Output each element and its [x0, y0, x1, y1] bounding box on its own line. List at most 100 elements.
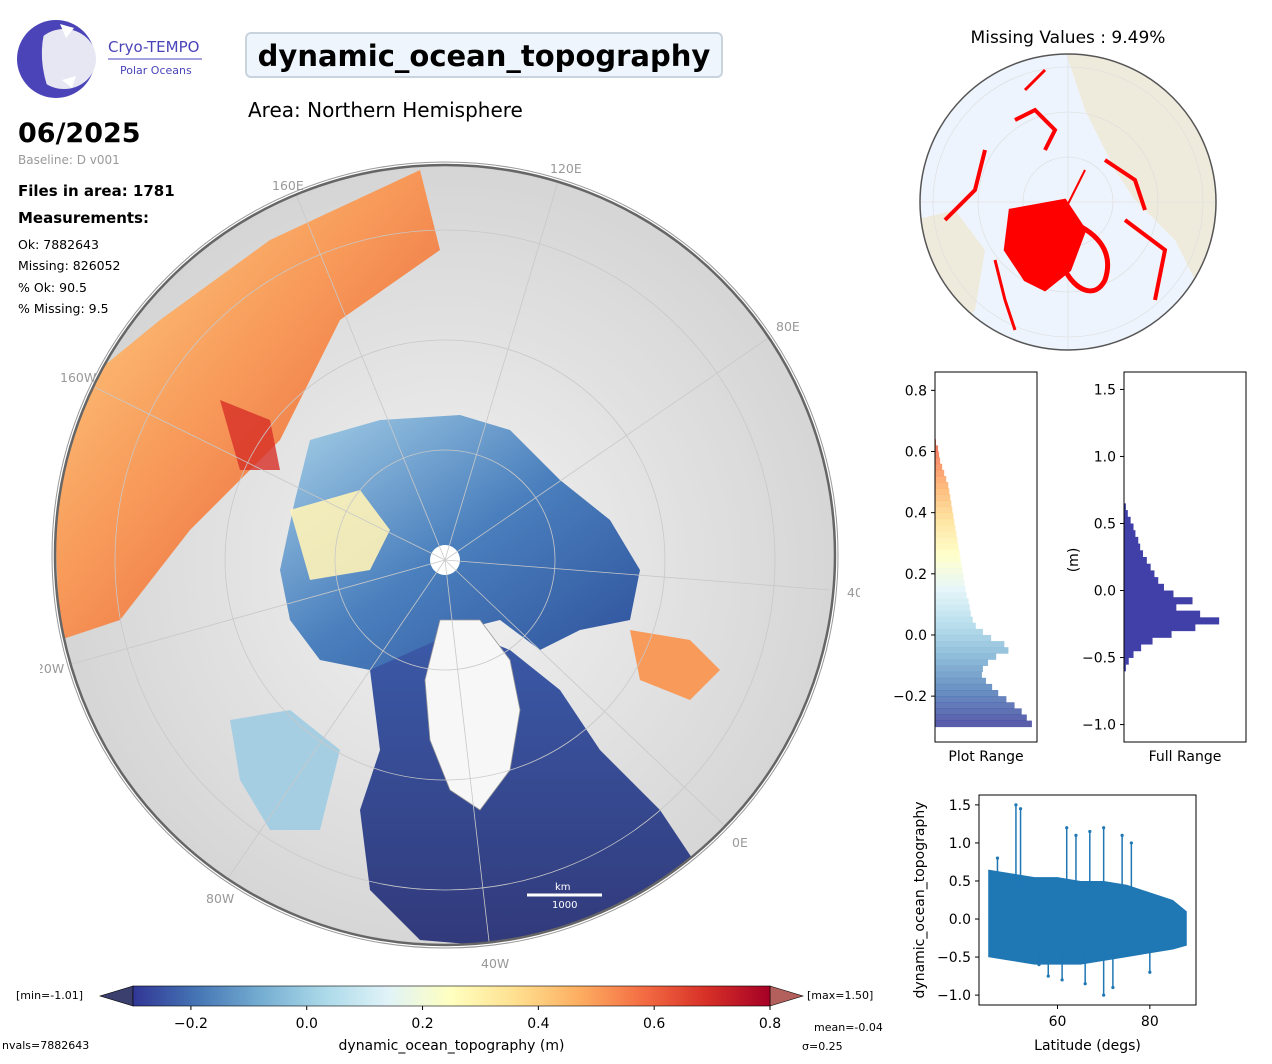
hist-bar	[1124, 644, 1142, 652]
scatter-point	[1046, 974, 1050, 978]
stat-missing: Missing: 826052	[18, 258, 121, 273]
colorbar-tick-label: −0.2	[174, 1016, 208, 1032]
date-label: 06/2025	[18, 118, 141, 149]
x-axis-label: Plot Range	[948, 749, 1023, 765]
scatter-density-band	[988, 869, 1187, 965]
hist-bar	[1124, 570, 1155, 578]
lon-label-0e: 0E	[732, 835, 748, 850]
hist-bar	[935, 573, 964, 581]
measurements-heading: Measurements:	[18, 209, 149, 227]
hist-bar	[1124, 510, 1128, 518]
y-tick-label: 1.0	[1094, 449, 1116, 465]
hist-bar	[1124, 530, 1136, 538]
plot-range-histogram: −0.2 0.0 0.2 0.4 0.6 0.8 Plot Range	[880, 360, 1060, 770]
hist-bar	[935, 683, 993, 691]
lon-label-40w: 40W	[481, 956, 509, 971]
scatter-point	[1148, 970, 1152, 974]
hist-bar	[935, 463, 943, 471]
plot-frame	[978, 794, 1197, 1006]
latitude-scatter-plot: −1.0 −0.5 0.0 0.5 1.0 1.5 60 80 dynamic_ocean_to…	[905, 785, 1215, 1060]
stat-pct-missing: % Missing: 9.5	[18, 301, 109, 316]
hist-bar	[935, 531, 957, 538]
hist-bar	[935, 714, 1027, 721]
scatter-point	[1111, 985, 1115, 990]
hist-bar	[1124, 617, 1220, 625]
colorbar-tick-label: 0.8	[759, 1016, 781, 1032]
hist-bar	[935, 451, 940, 459]
hist-bar	[935, 494, 951, 501]
y-axis-label: (m)	[1066, 548, 1082, 573]
hist-bar	[935, 653, 997, 660]
hist-bar	[935, 622, 976, 630]
hist-bar	[935, 592, 967, 599]
scatter-point	[1060, 978, 1064, 982]
plot-frame	[934, 371, 1038, 743]
x-tick-label: 60	[1049, 1014, 1067, 1030]
area-label: Area: Northern Hemisphere	[248, 98, 523, 122]
hist-bar	[935, 488, 950, 495]
colorbar-ramp	[132, 985, 771, 1007]
scatter-point	[1102, 826, 1106, 830]
y-tick-label: 0.2	[905, 567, 927, 583]
y-axis-label: dynamic_ocean_topography	[912, 802, 928, 999]
hist-bar	[1124, 603, 1177, 612]
hist-bar	[935, 555, 961, 562]
colorbar-tick-label: 0.6	[643, 1016, 665, 1032]
hist-bar	[935, 518, 955, 526]
hist-bar	[935, 586, 966, 593]
hist-bar	[935, 671, 982, 679]
hist-bar	[935, 500, 952, 507]
stat-ok: Ok: 7882643	[18, 237, 99, 252]
y-tick-label: 1.0	[949, 836, 971, 852]
hist-bar	[1124, 624, 1196, 632]
hist-bar	[935, 665, 983, 673]
hist-bar	[1124, 543, 1141, 551]
page-title: dynamic_ocean_topography	[245, 32, 723, 78]
lon-label-40e: 40E	[847, 585, 860, 600]
colorbar-label: dynamic_ocean_topography (m)	[339, 1038, 565, 1054]
scale-unit: km	[555, 882, 571, 893]
hist-bar	[935, 537, 958, 544]
y-tick-label: 1.5	[949, 798, 971, 814]
y-tick-label: 1.5	[1094, 382, 1116, 398]
sigma-label: σ=0.25	[802, 1040, 843, 1053]
hist-bar	[1124, 550, 1144, 558]
y-tick-label: 0.5	[1094, 516, 1116, 532]
x-tick-label: 80	[1141, 1014, 1159, 1030]
hist-bar	[1124, 610, 1201, 618]
y-tick-label: 0.4	[905, 506, 927, 522]
hist-bar	[935, 457, 941, 465]
main-polar-map: 120E 160E 80E 160W 40E 120W 0E 80W 40W k…	[28, 150, 871, 980]
y-tick-label: 0.6	[905, 445, 927, 461]
hist-bar	[935, 598, 969, 605]
files-in-area: Files in area: 1781	[18, 182, 175, 200]
hist-bar	[935, 610, 971, 618]
y-tick-label: 0.0	[1094, 584, 1116, 600]
hist-bar	[935, 561, 962, 569]
scatter-point	[1014, 803, 1018, 807]
scatter-point	[1074, 833, 1078, 837]
hist-bar	[935, 634, 992, 642]
hist-bar	[935, 616, 973, 624]
hist-bar	[1124, 536, 1139, 544]
hist-bar	[935, 567, 963, 575]
hist-bar	[935, 543, 959, 550]
x-axis-label: Latitude (degs)	[1034, 1038, 1141, 1054]
hist-bar	[1124, 557, 1147, 565]
hist-bar	[935, 524, 956, 532]
hist-bar	[935, 475, 947, 483]
hist-bar	[1124, 503, 1126, 511]
hist-bar	[935, 659, 989, 666]
scatter-point	[1088, 829, 1092, 834]
colorbar-tick-label: 0.0	[296, 1016, 318, 1032]
plot-frame	[1123, 371, 1247, 743]
full-range-histogram: −1.0 −0.5 0.0 0.5 1.0 1.5 (m) Full Range	[1060, 360, 1270, 770]
hist-bar	[1124, 590, 1174, 598]
hist-bar	[935, 708, 1022, 715]
scale-value: 1000	[552, 900, 577, 911]
y-tick-label: −0.5	[937, 950, 971, 966]
lon-label-80e: 80E	[776, 319, 800, 334]
lon-label-120w: 120W	[40, 661, 64, 676]
hist-bar	[935, 641, 1005, 648]
hist-bar	[1124, 597, 1193, 605]
